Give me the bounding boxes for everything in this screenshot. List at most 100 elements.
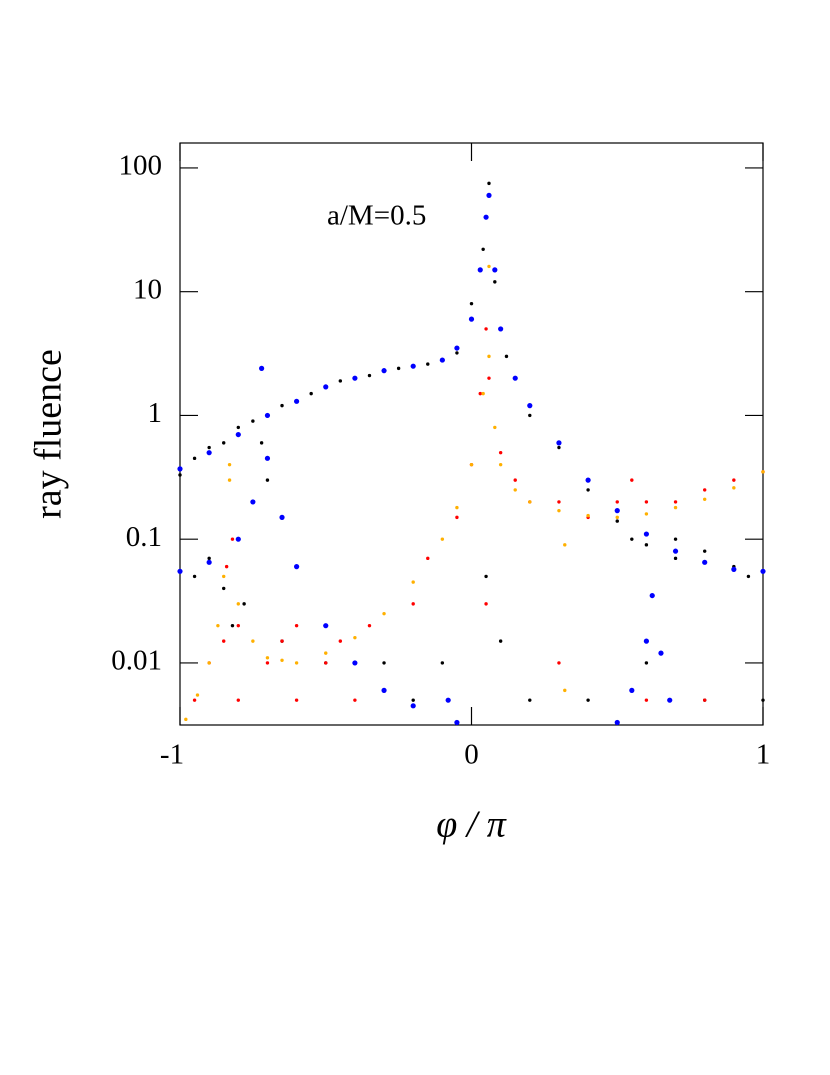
data-point	[224, 564, 229, 569]
y-axis-label: ray fluence	[28, 349, 70, 519]
data-point	[484, 602, 488, 606]
data-point	[454, 345, 460, 351]
data-point	[264, 412, 271, 419]
data-point	[469, 462, 474, 467]
data-point	[236, 602, 240, 606]
data-point	[411, 602, 415, 606]
data-point	[615, 519, 619, 523]
data-point	[658, 650, 664, 656]
data-point	[486, 192, 492, 198]
data-point	[614, 508, 620, 514]
data-point	[294, 398, 300, 404]
data-point	[703, 488, 707, 492]
data-point	[455, 505, 459, 510]
data-point	[192, 574, 197, 579]
data-point	[195, 693, 200, 697]
data-point	[644, 698, 649, 702]
data-point	[630, 478, 634, 482]
data-point	[280, 639, 284, 643]
data-point	[352, 660, 358, 666]
data-point	[222, 574, 226, 579]
data-point	[264, 455, 271, 461]
data-point	[426, 362, 430, 366]
data-point	[586, 698, 590, 702]
data-point	[227, 462, 232, 467]
data-point	[703, 497, 707, 501]
data-point	[353, 698, 357, 702]
data-point	[481, 391, 485, 396]
data-point	[324, 661, 328, 665]
data-point	[426, 556, 430, 561]
data-point	[672, 548, 679, 554]
data-point	[673, 500, 678, 504]
data-point	[643, 638, 650, 644]
data-point	[411, 698, 415, 702]
data-point	[487, 181, 491, 186]
data-point	[250, 499, 256, 505]
data-point	[455, 351, 459, 355]
data-point	[615, 500, 619, 504]
data-point	[382, 611, 386, 616]
data-point	[629, 687, 635, 693]
data-point	[207, 556, 211, 561]
data-point	[265, 661, 270, 665]
data-point	[230, 623, 235, 628]
data-point	[352, 375, 358, 381]
data-point	[242, 602, 246, 606]
data-point	[477, 267, 483, 273]
data-point	[468, 316, 475, 322]
data-point	[504, 354, 509, 359]
data-point	[557, 508, 561, 513]
data-point	[280, 658, 284, 662]
data-point	[563, 543, 567, 547]
data-point	[649, 592, 655, 599]
data-point	[667, 697, 673, 703]
data-point	[236, 425, 240, 430]
data-point	[673, 556, 678, 561]
data-point	[309, 391, 313, 396]
data-point	[731, 566, 737, 572]
data-point	[294, 661, 299, 665]
data-point	[382, 661, 386, 665]
data-point	[206, 559, 212, 565]
data-point	[493, 280, 497, 284]
data-point	[454, 719, 460, 726]
data-point	[265, 656, 270, 660]
data-point	[294, 698, 299, 702]
data-point	[481, 247, 485, 251]
data-point	[746, 574, 751, 579]
data-point	[703, 698, 707, 702]
x-tick-label: -1	[160, 739, 184, 771]
data-point	[440, 661, 445, 665]
data-point	[528, 500, 532, 504]
data-point	[484, 574, 488, 579]
data-point	[498, 462, 503, 467]
y-tick-label: 1	[148, 397, 163, 429]
data-point	[483, 214, 489, 220]
data-point	[732, 486, 736, 490]
data-point	[227, 478, 232, 482]
y-tick-label: 10	[133, 273, 162, 305]
data-point	[367, 373, 372, 378]
data-point	[192, 456, 197, 461]
data-point	[702, 559, 708, 565]
data-point	[410, 703, 416, 709]
data-point	[455, 515, 459, 520]
data-point	[439, 357, 445, 363]
data-point	[673, 505, 678, 510]
data-point	[761, 698, 765, 702]
data-point	[644, 661, 649, 665]
data-point	[222, 639, 226, 643]
data-point	[280, 403, 284, 408]
data-point	[207, 445, 211, 450]
data-point	[644, 500, 649, 504]
data-point	[323, 623, 329, 629]
data-point	[259, 365, 265, 371]
data-point	[177, 568, 183, 574]
data-point	[527, 403, 533, 409]
data-point	[440, 537, 445, 541]
data-point	[236, 698, 240, 702]
data-point	[643, 531, 650, 537]
data-point	[760, 568, 766, 574]
